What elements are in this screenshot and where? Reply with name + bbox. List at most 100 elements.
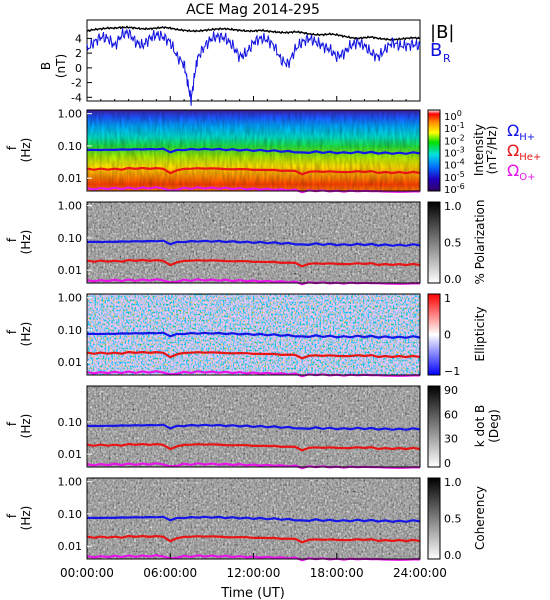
intensity-tick-label: 0.01 <box>58 172 83 185</box>
coherency-cb-tick: 0.0 <box>444 549 462 562</box>
gyro-legend: ΩH+ΩHe+ΩO+ <box>507 121 541 183</box>
coherency-ylabel: f <box>5 513 19 518</box>
panel-kdotb: 0.10 0.01 f (Hz) 90 60 30 0 k dot B (Deg) <box>5 384 501 470</box>
gyro-legend-sub: O+ <box>519 172 535 183</box>
panel-ellipticity: 1.00 0.10 0.01 f (Hz) 1 0 −1 Ellipticity <box>5 292 487 378</box>
intensity-cb-tick: 10-1 <box>444 121 465 135</box>
coherency-yunit: (Hz) <box>19 506 33 531</box>
gyro-line-h <box>87 147 421 155</box>
polarization-tick-label: 0.10 <box>58 232 83 245</box>
intensity-cb-exp: 0 <box>457 109 462 118</box>
polarization-yunit: (Hz) <box>19 230 33 255</box>
ellipticity-tick-label: 1.00 <box>58 292 83 305</box>
coherency-colorbar <box>427 477 441 560</box>
gyro-line-he <box>86 442 421 452</box>
ellipticity-tick-label: 0.01 <box>58 356 83 369</box>
gyro-line-h <box>87 239 421 247</box>
ellipticity-tick-label: 0.10 <box>58 324 83 337</box>
gyro-legend-h: ΩH+ <box>507 121 535 143</box>
legend-b-radial: B <box>430 40 442 61</box>
polarization-frame <box>86 201 421 284</box>
time-axis: 00:00:00 06:00:00 12:00:00 18:00:00 24:00:00 <box>60 553 447 580</box>
intensity-cb-exp: -6 <box>457 182 465 191</box>
gyro-legend-sub: He+ <box>519 152 541 163</box>
ellipticity-cblabel: Ellipticity <box>473 307 487 362</box>
intensity-cbunit: (nT2/Hz) <box>485 126 499 175</box>
polarization-cblabel: % Polarization <box>473 200 487 285</box>
time-tick-label: 12:00:00 <box>227 566 281 580</box>
intensity-cb-tick: 100 <box>444 109 462 123</box>
gyro-line-he <box>86 350 421 360</box>
legend-b-magnitude: |B| <box>430 22 454 43</box>
intensity-cblabel-text: Intensity <box>472 124 486 176</box>
intensity-cb-base: 10 <box>444 161 457 172</box>
gyro-legend-o: ΩO+ <box>507 161 535 183</box>
gyro-line-he <box>86 534 421 544</box>
kdotb-frame <box>86 385 421 468</box>
polarization-cb-tick: 1.0 <box>444 200 462 213</box>
intensity-cb-base: 10 <box>444 136 457 147</box>
bfield-tick-label: 0 <box>75 62 82 75</box>
intensity-cb-base: 10 <box>444 124 457 135</box>
intensity-cb-base: 10 <box>444 149 457 160</box>
intensity-cb-tick: 10-2 <box>444 133 465 147</box>
polarization-ylabel: f <box>5 237 19 242</box>
intensity-yunit: (Hz) <box>19 138 33 163</box>
gyro-legend-symbol: Ω <box>507 141 519 160</box>
ellipticity-cb-tick: 1 <box>444 292 451 305</box>
time-tick-label: 18:00:00 <box>310 566 364 580</box>
bfield-ylabel: B <box>39 62 53 70</box>
ellipticity-cb-tick: −1 <box>444 365 460 378</box>
panel-polarization: 1.00 0.10 0.01 f (Hz) 1.0 0.5 0.0 % Polarization <box>5 200 487 286</box>
intensity-cb-exp: -2 <box>457 133 465 142</box>
bfield-tick-label: -2 <box>71 77 82 90</box>
series-line-b-radial <box>86 27 421 106</box>
legend-b-radial-sub: R <box>443 52 451 65</box>
intensity-cb-exp: -1 <box>457 121 465 130</box>
intensity-cbunit-a: (nT <box>485 154 499 174</box>
polarization-tick-label: 1.00 <box>58 200 83 213</box>
kdotb-cb-tick: 60 <box>444 408 458 421</box>
intensity-ylabel: f <box>5 145 19 150</box>
polarization-cb-tick: 0.0 <box>444 273 462 286</box>
intensity-cblabel: Intensity <box>472 124 486 176</box>
ellipticity-colorbar <box>427 293 441 376</box>
bfield-frame <box>86 19 421 102</box>
intensity-cb-base: 10 <box>444 173 457 184</box>
bfield-yunit: (nT) <box>54 54 68 78</box>
intensity-cb-exp: -3 <box>457 146 465 155</box>
time-tick-label: 24:00:00 <box>393 566 447 580</box>
kdotb-ylabel: f <box>5 421 19 426</box>
time-axis-label: Time (UT) <box>220 586 285 600</box>
kdotb-cb-tick: 30 <box>444 433 458 446</box>
lower-panels: 1.000.100.01f (Hz)1.00.50.0% Polarization… <box>5 200 501 562</box>
time-tick-label: 06:00:00 <box>143 566 197 580</box>
gyro-legend-he: ΩHe+ <box>507 141 541 163</box>
intensity-tick-label: 1.00 <box>58 108 83 121</box>
gyro-line-he <box>86 166 421 176</box>
intensity-colorbar <box>427 109 441 192</box>
coherency-cb-tick: 0.5 <box>444 513 462 526</box>
bfield-series-group <box>86 25 421 106</box>
intensity-cb-tick: 10-4 <box>444 158 465 172</box>
polarization-cb-tick: 0.5 <box>444 237 462 250</box>
intensity-cb-tick: 10-6 <box>444 182 465 196</box>
kdotb-colorbar <box>427 385 441 468</box>
intensity-tick-label: 0.10 <box>58 140 83 153</box>
intensity-cb-exp: -5 <box>457 170 465 179</box>
ellipticity-cb-tick: 0 <box>444 329 451 342</box>
bfield-tick-label: 4 <box>75 32 82 45</box>
gyro-legend-symbol: Ω <box>507 161 519 180</box>
kdotb-cb-tick: 0 <box>444 457 451 470</box>
coherency-tick-label: 1.00 <box>58 476 83 489</box>
ellipticity-yunit: (Hz) <box>19 322 33 347</box>
intensity-cb-tick: 10-5 <box>444 170 465 184</box>
kdotb-cbunit: (Deg) <box>487 409 501 443</box>
intensity-cbunit-b: /Hz) <box>485 126 499 150</box>
polarization-colorbar <box>427 201 441 284</box>
intensity-cb-tick: 10-3 <box>444 146 465 160</box>
panel-bfield: ACE Mag 2014-295 -4-2 0 2 4 B (nT) |B| B R <box>39 2 454 106</box>
gyro-legend-sub: H+ <box>519 132 535 143</box>
intensity-cb-exp: -4 <box>457 158 465 167</box>
